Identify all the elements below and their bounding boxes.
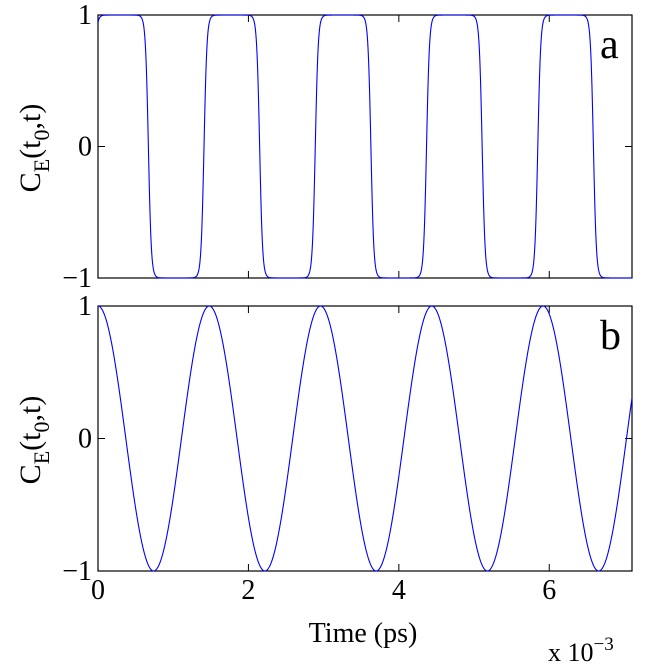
ticks-a: −1 0 1 xyxy=(62,0,632,294)
panel-a: −1 0 1 a CE(t0,t) xyxy=(14,0,633,294)
x-tick-label: 4 xyxy=(392,575,406,606)
axes-frame-a xyxy=(97,14,633,279)
x-tick-label: 6 xyxy=(542,575,556,606)
y-tick-label-b: −1 xyxy=(62,556,92,587)
panel-label-a: a xyxy=(600,22,619,68)
x-scale-note: x 10−3 xyxy=(548,634,614,667)
y-tick-label-a: −1 xyxy=(62,263,92,294)
ylabel-a: CE(t0,t) xyxy=(14,104,54,193)
x-axis-label: Time (ps) xyxy=(309,618,418,649)
ylabel-b: CE(t0,t) xyxy=(14,396,54,485)
x-tick-label: 0 xyxy=(91,575,105,606)
y-tick-label-b: 0 xyxy=(78,424,92,455)
series-line-b xyxy=(97,305,633,572)
svg-text:CE(t0,t): CE(t0,t) xyxy=(14,104,54,193)
y-tick-label-a: 0 xyxy=(78,132,92,163)
axes-frame-b xyxy=(97,305,633,572)
y-tick-label-b: 1 xyxy=(78,291,92,322)
series-line-a xyxy=(97,14,632,279)
panel-label-b: b xyxy=(600,313,621,359)
y-tick-label-a: 1 xyxy=(78,0,92,31)
x-tick-label: 2 xyxy=(241,575,255,606)
svg-text:CE(t0,t): CE(t0,t) xyxy=(14,396,54,485)
